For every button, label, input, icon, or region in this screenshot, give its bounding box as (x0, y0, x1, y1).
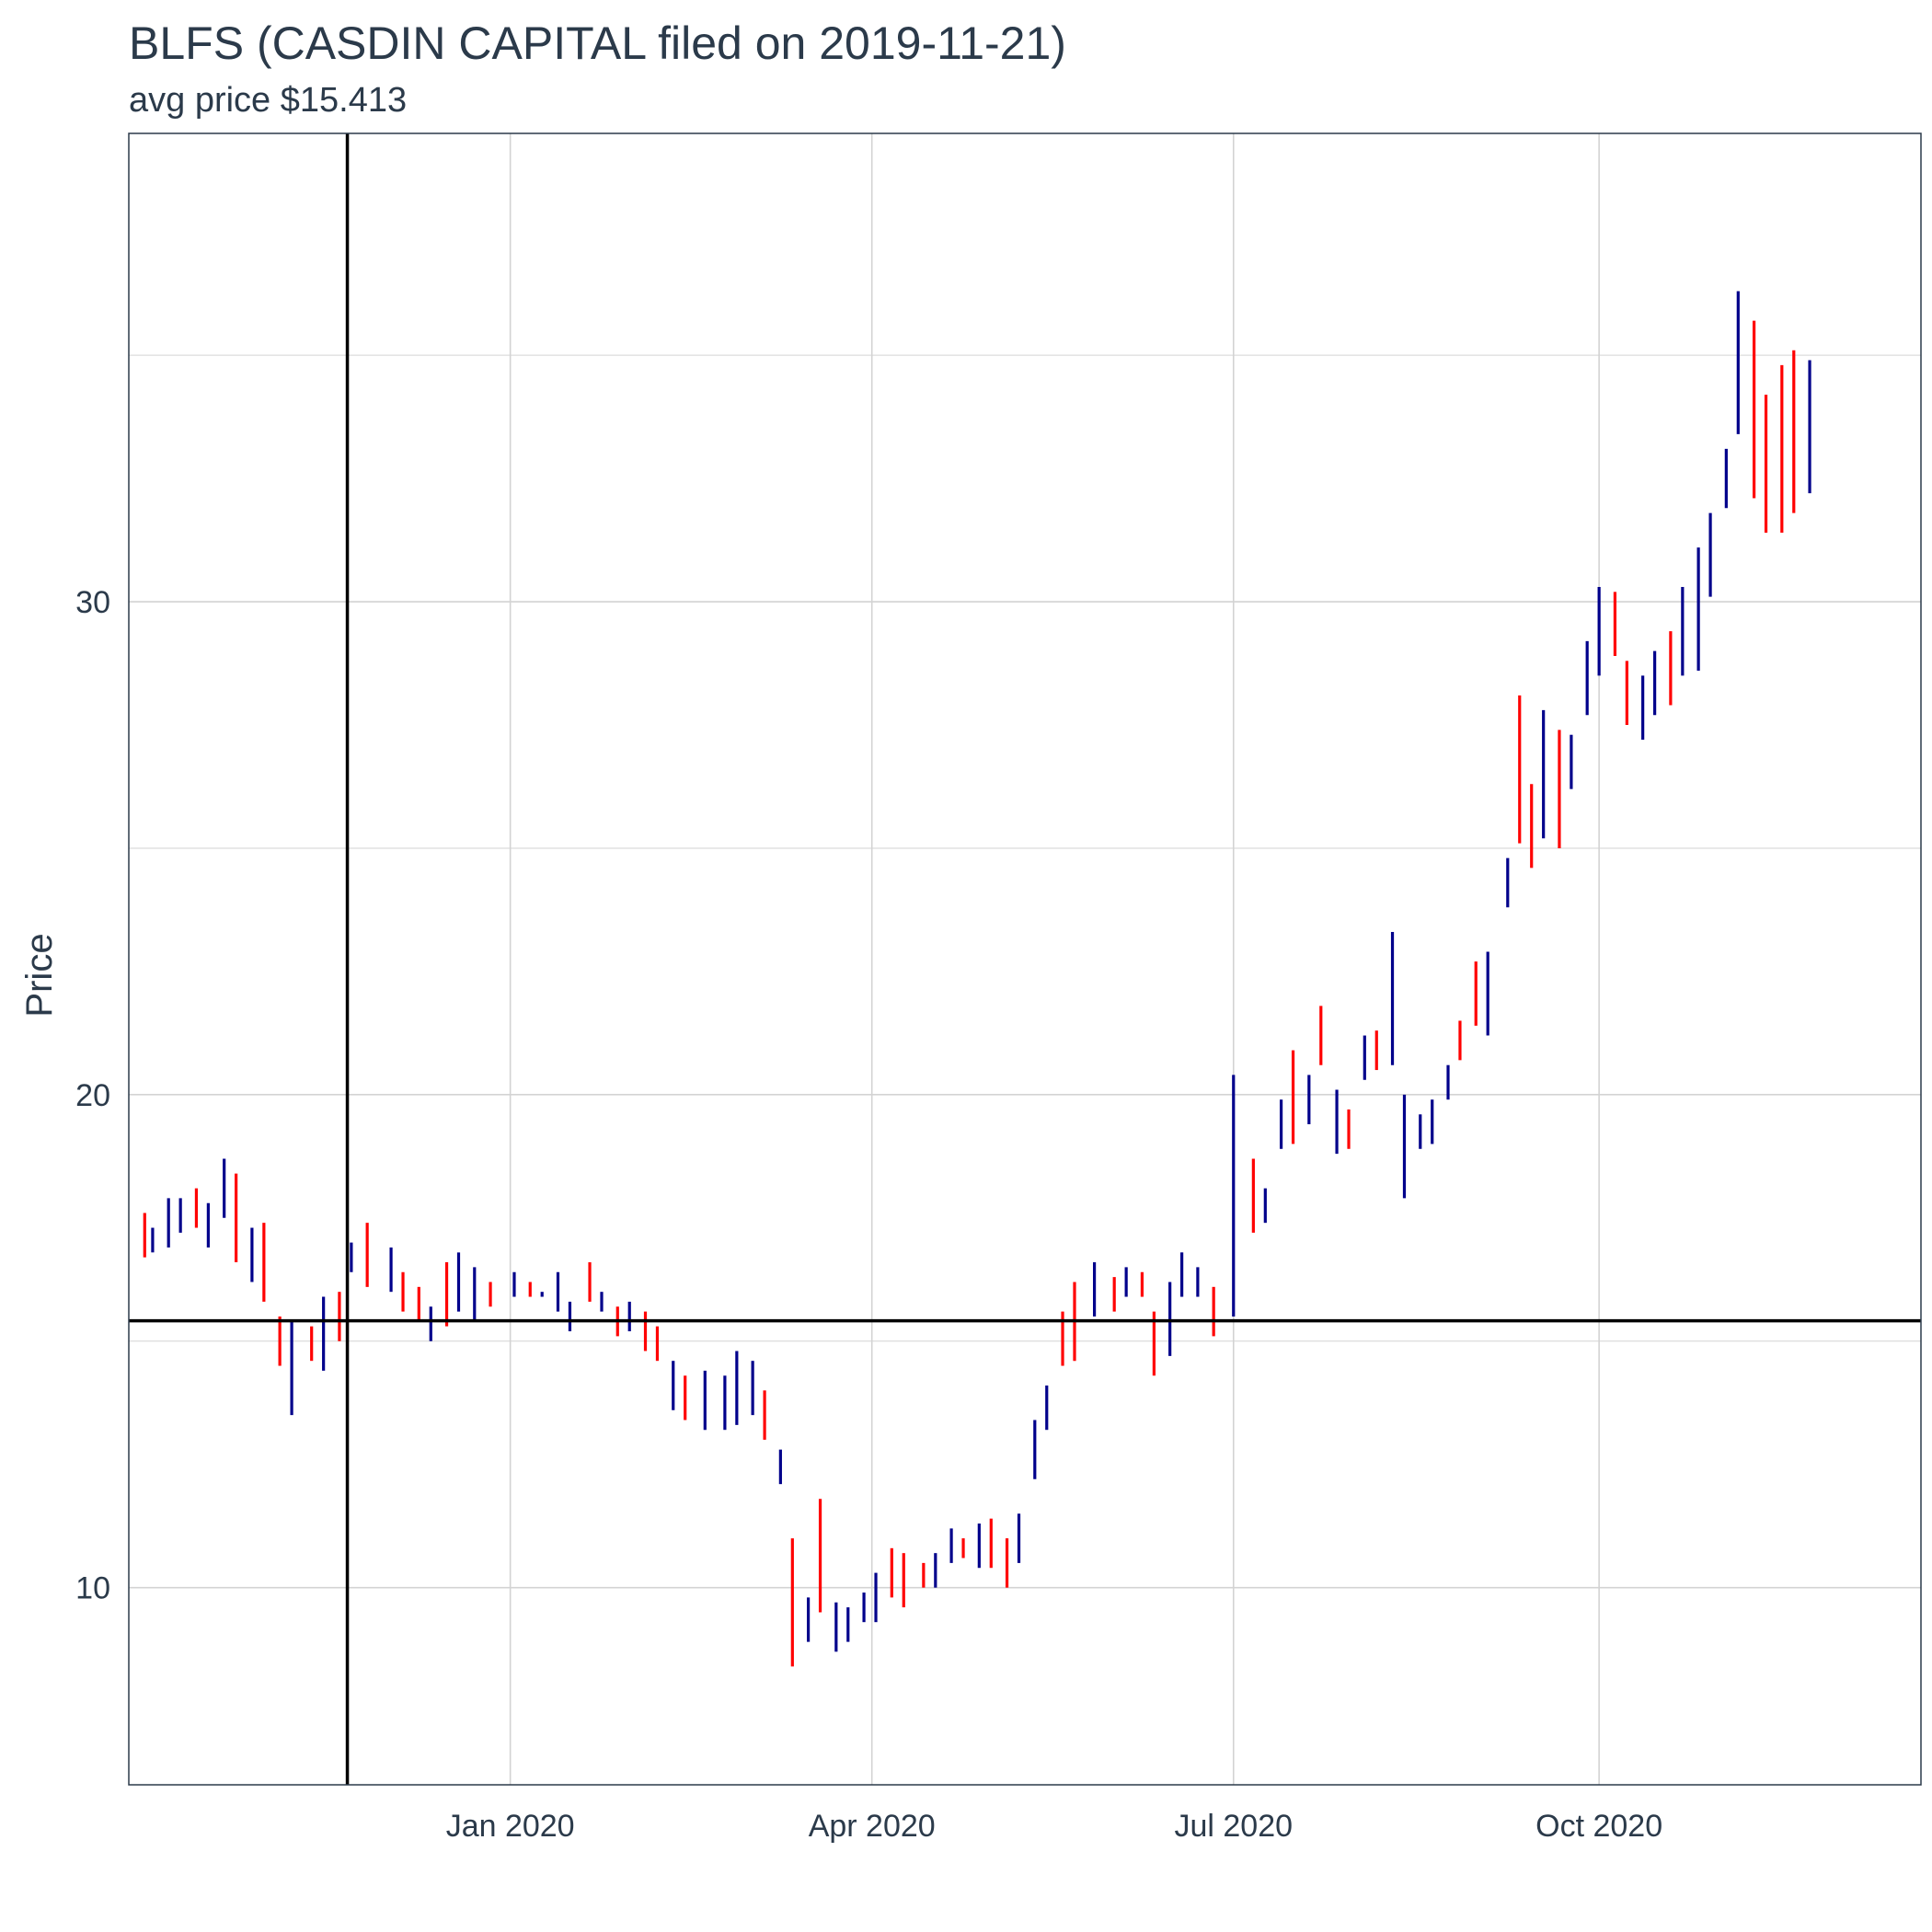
x-tick-label: Apr 2020 (809, 1809, 936, 1844)
x-tick-label: Jul 2020 (1174, 1809, 1293, 1844)
reference-lines (129, 133, 1921, 1785)
grid-layer (129, 133, 1921, 1785)
y-tick-label: 20 (75, 1078, 110, 1113)
x-tick-label: Jan 2020 (446, 1809, 575, 1844)
y-axis-title: Price (19, 933, 60, 1017)
plot-border (128, 132, 1922, 1786)
y-tick-label: 10 (75, 1571, 110, 1606)
ohlc-bars (143, 291, 1811, 1667)
y-tick-label: 30 (75, 585, 110, 620)
x-tick-label: Oct 2020 (1535, 1809, 1662, 1844)
chart-title: BLFS (CASDIN CAPITAL filed on 2019-11-21… (129, 17, 1066, 69)
axis-labels: 10 20 30 Jan 2020 Apr 2020 Jul 2020 Oct 2020 (75, 585, 1662, 1844)
plot-background (129, 133, 1921, 1785)
chart-subtitle: avg price $15.413 (129, 81, 408, 120)
